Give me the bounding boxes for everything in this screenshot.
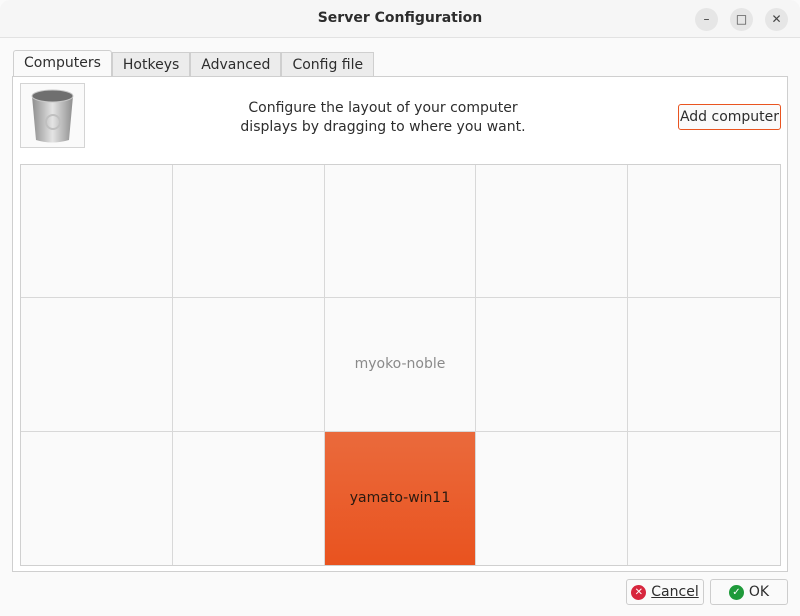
tab-advanced[interactable]: Advanced	[190, 52, 282, 77]
empty-cell[interactable]	[628, 298, 780, 432]
tab-bar: Computers Hotkeys Advanced Config file	[13, 50, 375, 77]
maximize-button[interactable]: □	[730, 8, 753, 31]
computer-cell[interactable]: yamato-win11	[324, 431, 477, 565]
empty-cell[interactable]	[476, 165, 629, 299]
computer-cell[interactable]: myoko-noble	[324, 298, 477, 432]
ok-icon: ✓	[728, 584, 744, 600]
empty-cell[interactable]	[172, 298, 325, 432]
empty-cell[interactable]	[172, 431, 325, 565]
window-title: Server Configuration	[317, 10, 483, 26]
instructions-line-2: displays by dragging to where you want.	[240, 119, 526, 135]
computers-panel: Configure the layout of your computer di…	[12, 76, 788, 572]
cancel-label: Cancel	[651, 584, 699, 600]
minimize-button[interactable]: –	[695, 8, 718, 31]
tab-computers[interactable]: Computers	[13, 50, 112, 77]
title-bar: Server Configuration – □ ✕	[0, 0, 800, 38]
empty-cell[interactable]	[476, 431, 629, 565]
trash-icon[interactable]	[20, 83, 85, 148]
instructions: Configure the layout of your computer di…	[213, 99, 553, 137]
empty-cell[interactable]	[476, 298, 629, 432]
empty-cell[interactable]	[172, 165, 325, 299]
computer-layout-grid: myoko-noble yamato-win11	[20, 164, 781, 566]
tab-hotkeys[interactable]: Hotkeys	[111, 52, 191, 77]
close-button[interactable]: ✕	[765, 8, 788, 31]
empty-cell[interactable]	[628, 431, 780, 565]
tab-config-file[interactable]: Config file	[281, 52, 375, 77]
empty-cell[interactable]	[628, 165, 780, 299]
ok-button[interactable]: ✓ OK	[710, 579, 788, 605]
add-computer-button[interactable]: Add computer	[678, 104, 781, 130]
empty-cell[interactable]	[21, 431, 173, 565]
ok-label: OK	[748, 584, 770, 600]
instructions-line-1: Configure the layout of your computer	[248, 100, 518, 116]
cancel-button[interactable]: ✕ Cancel	[626, 579, 704, 605]
empty-cell[interactable]	[324, 165, 477, 299]
empty-cell[interactable]	[21, 298, 173, 432]
cancel-icon: ✕	[631, 584, 647, 600]
empty-cell[interactable]	[21, 165, 173, 299]
